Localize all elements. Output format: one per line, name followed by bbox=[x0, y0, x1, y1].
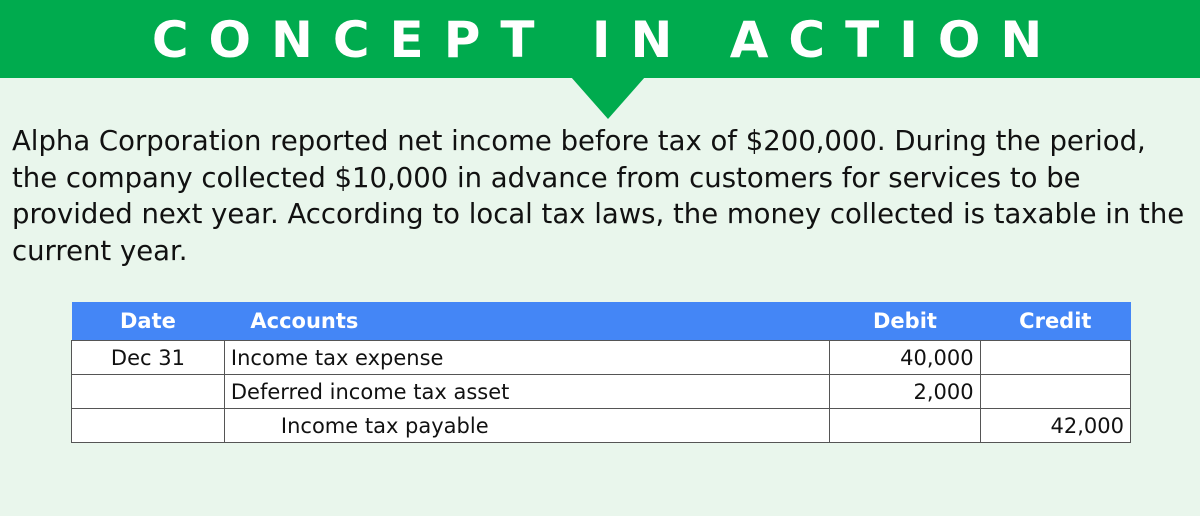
cell-credit bbox=[979, 374, 1132, 409]
banner: CONCEPT IN ACTION bbox=[0, 0, 1200, 78]
table-row: Income tax payable 42,000 bbox=[71, 408, 1132, 443]
cell-debit bbox=[829, 408, 981, 443]
header-debit: Debit bbox=[829, 302, 981, 341]
cell-date bbox=[71, 408, 225, 443]
header-credit: Credit bbox=[980, 302, 1131, 341]
cell-account: Income tax expense bbox=[223, 340, 831, 375]
cell-credit bbox=[979, 340, 1132, 375]
cell-credit: 42,000 bbox=[979, 408, 1132, 443]
header-date: Date bbox=[71, 302, 225, 341]
cell-account: Deferred income tax asset bbox=[223, 374, 831, 409]
cell-debit: 40,000 bbox=[829, 340, 981, 375]
table-row: Deferred income tax asset 2,000 bbox=[71, 374, 1132, 409]
banner-pointer bbox=[571, 77, 645, 119]
cell-date: Dec 31 bbox=[71, 340, 225, 375]
description-text: Alpha Corporation reported net income be… bbox=[12, 125, 1185, 267]
cell-date bbox=[71, 374, 225, 409]
journal-entry-table: Date Accounts Debit Credit Dec 31 Income… bbox=[71, 302, 1132, 443]
header-accounts: Accounts bbox=[224, 302, 830, 341]
table-header-row: Date Accounts Debit Credit bbox=[71, 302, 1131, 341]
table-row: Dec 31 Income tax expense 40,000 bbox=[71, 340, 1132, 375]
cell-debit: 2,000 bbox=[829, 374, 981, 409]
banner-title: CONCEPT IN ACTION bbox=[151, 11, 1063, 69]
cell-account: Income tax payable bbox=[223, 408, 831, 443]
